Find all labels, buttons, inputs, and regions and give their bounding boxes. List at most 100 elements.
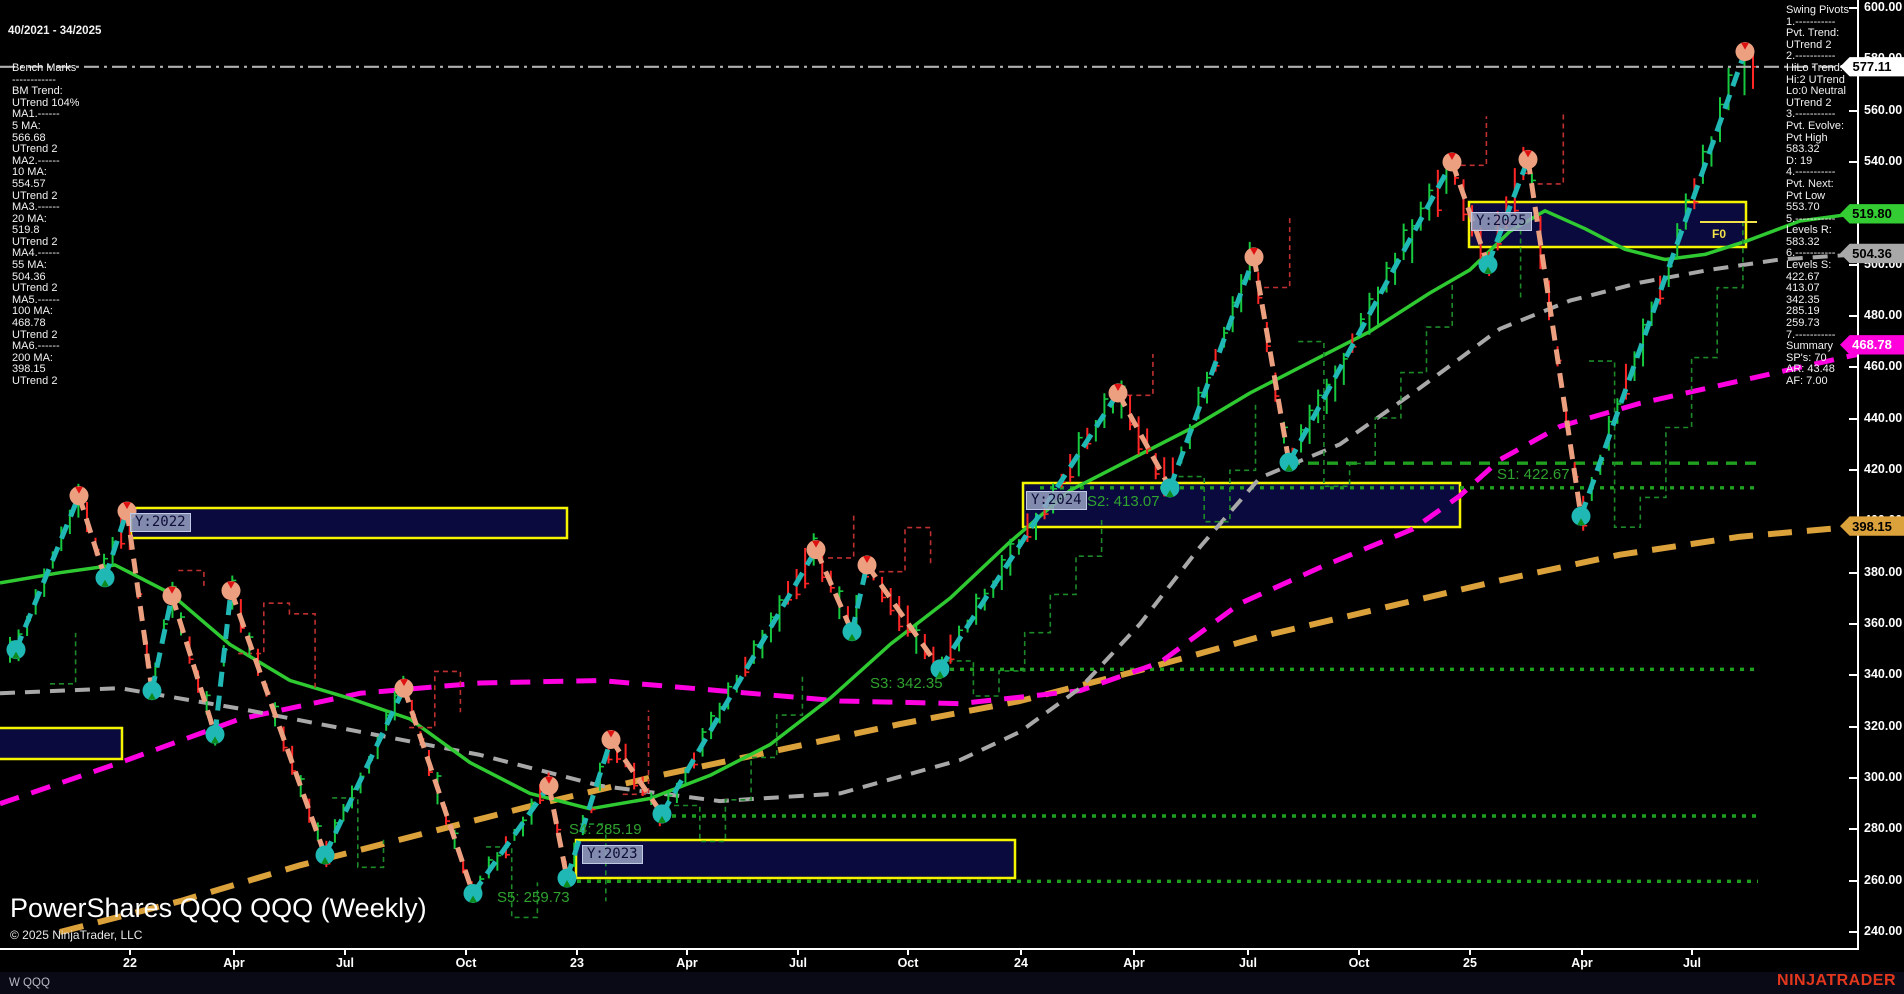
- price-tick-label: 360.00: [1864, 616, 1903, 630]
- up-arrow-icon: [658, 815, 666, 823]
- time-tick-mark: [686, 948, 688, 955]
- swing-down-line: [76, 494, 108, 579]
- price-tick-mark: [1849, 315, 1857, 317]
- hilo-resistance-steps: [409, 670, 462, 729]
- time-tick-mark: [797, 948, 799, 955]
- price-tick-label: 480.00: [1864, 308, 1903, 322]
- price-tick-mark: [1849, 623, 1857, 625]
- pivot-low-marker: [315, 845, 335, 865]
- up-arrow-icon: [1166, 489, 1174, 497]
- pivot-high-marker: [539, 776, 559, 796]
- swing-up-line: [1286, 160, 1455, 464]
- panel-line: UTrend 2: [12, 143, 58, 156]
- time-tick-label: Apr: [676, 956, 698, 970]
- year-box: [0, 726, 124, 761]
- year-label-2023: Y:2023: [582, 845, 643, 864]
- pivot-high-marker: [221, 581, 241, 601]
- price-tick-label: 600.00: [1864, 0, 1903, 14]
- pivot-high-marker: [1108, 383, 1128, 403]
- hilo-resistance-steps: [1127, 354, 1154, 397]
- time-tick-label: Oct: [455, 956, 477, 970]
- panel-line: 554.57: [12, 177, 46, 190]
- time-tick-label: Oct: [1348, 956, 1370, 970]
- panel-line: MA2.------: [12, 154, 60, 167]
- swing-up-line: [849, 564, 870, 633]
- hilo-support-steps: [486, 846, 539, 919]
- price-tick-mark: [1849, 7, 1857, 9]
- pivot-high-marker: [394, 678, 414, 698]
- swing-up-line: [937, 391, 1121, 671]
- time-tick-mark: [1581, 948, 1583, 955]
- swing-down-line: [1449, 161, 1491, 266]
- time-tick-mark: [907, 948, 909, 955]
- swing-down-line: [169, 595, 218, 736]
- hilo-support-steps: [1178, 402, 1257, 523]
- panel-line: 422.67: [1786, 270, 1820, 283]
- swing-down-line: [1115, 391, 1173, 490]
- pivot-low-marker: [1279, 452, 1299, 472]
- price-marker-577.11: 577.11: [1840, 57, 1904, 77]
- price-tick-label: 340.00: [1864, 667, 1903, 682]
- panel-line: Pvt. Next:: [1786, 177, 1834, 190]
- panel-line: MA5.------: [12, 293, 60, 306]
- time-tick-mark: [1133, 948, 1135, 955]
- panel-line: MA4.------: [12, 247, 60, 260]
- time-tick-mark: [344, 948, 346, 955]
- price-tick-mark: [1849, 366, 1857, 369]
- price-marker-519.80: 519.80: [1840, 204, 1904, 224]
- price-tick-label: 300.00: [1864, 770, 1903, 784]
- pivot-low-marker: [6, 640, 26, 660]
- hilo-resistance-steps: [178, 569, 205, 590]
- price-tick-label: 460.00: [1864, 359, 1903, 374]
- date-range-label: 40/2021 - 34/2025: [8, 25, 102, 38]
- panel-line: UTrend 2: [12, 189, 58, 202]
- time-tick-label: Jul: [1238, 956, 1258, 970]
- hilo-support-steps: [1298, 281, 1453, 488]
- swing-up-line: [659, 548, 819, 816]
- hilo-support-steps: [332, 797, 385, 869]
- time-tick-label: Jul: [1682, 956, 1702, 970]
- panel-line: BM Trend:: [12, 85, 63, 98]
- fib-zero-label: F0: [1712, 227, 1727, 241]
- swing-pivots-panel: Swing Pivots 1.----------- Pvt. Trend: UTre…: [1786, 4, 1849, 388]
- hilo-support-steps: [50, 632, 77, 685]
- year-box-2023: [574, 838, 1017, 880]
- price-tick-mark: [1849, 161, 1857, 163]
- benchmarks-panel: 40/2021 - 34/2025 Bench Marks -----------…: [8, 3, 101, 411]
- panel-line: MA1.------: [12, 108, 60, 121]
- support-label-S3: S3: 342.35: [870, 675, 943, 692]
- chart-title: PowerShares QQQ QQQ (Weekly): [10, 893, 427, 923]
- down-arrow-icon: [227, 581, 235, 589]
- time-tick-label: Oct: [897, 956, 919, 970]
- pivot-low-marker: [652, 804, 672, 824]
- pivot-high-marker: [1442, 152, 1462, 172]
- panel-line: 200 MA:: [12, 351, 53, 364]
- panel-line: 1.-----------: [1786, 15, 1836, 28]
- time-tick-mark: [1020, 948, 1022, 955]
- up-arrow-icon: [936, 670, 944, 678]
- down-arrow-icon: [1114, 384, 1122, 391]
- panel-line: Pvt High: [1786, 131, 1828, 144]
- pivot-low-marker: [842, 622, 862, 642]
- panel-line: Bench Marks: [12, 61, 77, 74]
- panel-line: SP's: 70: [1786, 351, 1827, 364]
- down-arrow-icon: [607, 730, 615, 738]
- panel-line: UTrend 2: [12, 328, 58, 341]
- swing-up-line: [149, 595, 175, 692]
- time-tick-label: Apr: [223, 956, 245, 970]
- swing-down-line: [608, 738, 665, 816]
- instrument-tab[interactable]: W QQQ: [9, 977, 50, 989]
- pivot-low-marker: [1160, 478, 1180, 498]
- time-tick-mark: [465, 948, 467, 955]
- time-tick-mark: [1469, 948, 1471, 955]
- panel-line: 3.-----------: [1786, 108, 1836, 121]
- pivot-low-marker: [142, 681, 162, 701]
- swing-down-line: [1525, 159, 1584, 517]
- hilo-resistance-steps: [828, 512, 855, 559]
- time-tick-mark: [1247, 948, 1249, 955]
- price-tick-mark: [1849, 417, 1857, 420]
- price-tick-label: 560.00: [1864, 102, 1903, 117]
- panel-line: 566.68: [12, 131, 46, 144]
- hilo-resistance-steps: [238, 602, 316, 689]
